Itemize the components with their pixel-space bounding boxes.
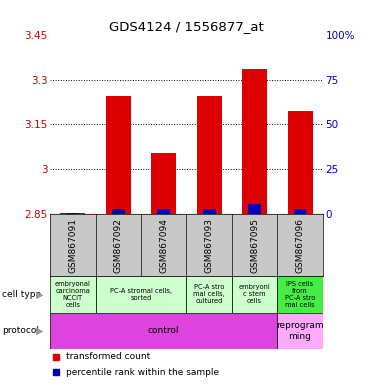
Text: GSM867095: GSM867095	[250, 218, 259, 273]
Text: GSM867092: GSM867092	[114, 218, 123, 273]
Bar	[232, 276, 278, 313]
Bar	[60, 213, 85, 214]
Bar	[50, 276, 96, 313]
Text: GSM867096: GSM867096	[296, 218, 305, 273]
Text: percentile rank within the sample: percentile rank within the sample	[66, 368, 220, 377]
Text: transformed count: transformed count	[66, 353, 151, 361]
Text: PC-A stromal cells,
sorted: PC-A stromal cells, sorted	[110, 288, 172, 301]
Bar	[96, 276, 187, 313]
Bar	[197, 96, 221, 214]
Bar	[66, 213, 79, 214]
Title: GDS4124 / 1556877_at: GDS4124 / 1556877_at	[109, 20, 264, 33]
Bar	[248, 204, 261, 214]
Text: cell type: cell type	[2, 290, 41, 299]
Bar	[50, 313, 278, 349]
Bar	[278, 276, 323, 313]
Bar	[151, 153, 176, 214]
Text: control: control	[148, 326, 180, 336]
Text: ▶: ▶	[36, 326, 44, 336]
Bar	[203, 209, 216, 214]
Text: IPS cells
from
PC-A stro
mal cells: IPS cells from PC-A stro mal cells	[285, 281, 315, 308]
Text: protocol: protocol	[2, 326, 39, 336]
Text: GSM867093: GSM867093	[205, 218, 214, 273]
Text: GSM867094: GSM867094	[159, 218, 168, 273]
Text: ▶: ▶	[36, 290, 44, 300]
Bar	[187, 276, 232, 313]
Bar	[106, 96, 131, 214]
Text: embryonal
carcinoma
NCCIT
cells: embryonal carcinoma NCCIT cells	[55, 281, 91, 308]
Bar	[294, 209, 306, 214]
Text: reprogram
ming: reprogram ming	[276, 321, 324, 341]
Text: embryoni
c stem
cells: embryoni c stem cells	[239, 285, 270, 305]
Bar	[112, 209, 125, 214]
Text: GSM867091: GSM867091	[68, 218, 77, 273]
Bar	[288, 111, 312, 214]
Text: PC-A stro
mal cells,
cultured: PC-A stro mal cells, cultured	[193, 285, 225, 305]
Bar	[157, 209, 170, 214]
Bar	[278, 313, 323, 349]
Bar	[242, 69, 267, 214]
